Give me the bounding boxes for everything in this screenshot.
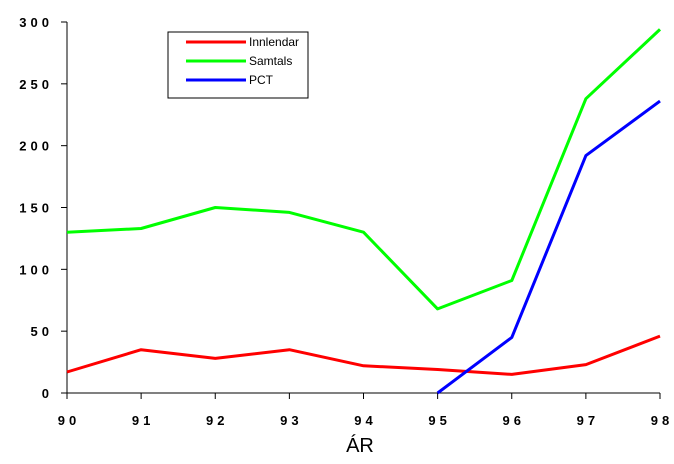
x-tick-label: 97 [577,413,599,428]
axes [61,21,661,399]
x-tick-label: 95 [428,413,450,428]
series-line-pct [436,99,661,395]
legend: Innlendar Samtals PCT [167,31,309,99]
series-lines [66,28,662,395]
x-tick-label: 92 [206,413,228,428]
legend-label-pct: PCT [249,73,274,87]
x-tick-label: 90 [58,413,80,428]
y-tick-label: 250 [19,77,53,92]
x-tick-label: 94 [354,413,376,428]
y-tick-label: 100 [19,262,53,277]
y-tick-label: 50 [31,324,53,339]
tick-labels: 0 50 100 150 200 250 300 90 91 92 93 94 95 96 97 98 [19,15,673,428]
legend-label-innlendar: Innlendar [249,35,299,49]
x-tick-label: 96 [503,413,525,428]
series-line-innlendar [66,334,661,376]
y-tick-label: 150 [19,201,53,216]
x-tick-label: 98 [651,413,673,428]
y-tick-label: 200 [19,139,53,154]
y-tick-label: 0 [42,386,53,401]
x-axis-title: ÁR [346,434,374,457]
series-line-samtals [66,28,662,311]
legend-label-samtals: Samtals [249,54,292,68]
y-tick-label: 300 [19,15,53,30]
x-tick-label: 93 [280,413,302,428]
x-tick-label: 91 [132,413,154,428]
